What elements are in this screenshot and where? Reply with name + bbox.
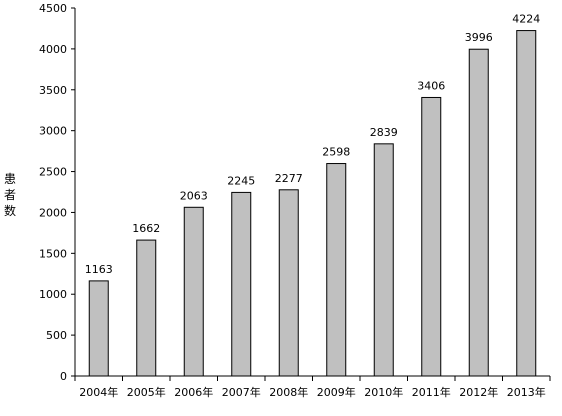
y-tick-label: 0 [60,370,67,383]
data-label: 3996 [465,31,493,44]
x-tick-label: 2007年 [222,385,261,399]
bar [231,191,252,377]
bar [468,48,489,377]
bar [136,239,157,377]
data-label: 3406 [417,79,445,92]
y-tick-label: 1000 [39,288,67,301]
bar [278,189,299,377]
data-label: 2598 [322,146,350,159]
bars [88,30,537,377]
data-label: 2063 [180,189,208,202]
bar [516,30,537,377]
bar [183,206,204,377]
x-tick-label: 2006年 [174,385,213,399]
y-tick-label: 4500 [39,2,67,15]
x-tick-label: 2008年 [269,385,308,399]
x-tick-label: 2004年 [79,385,118,399]
y-tick-label: 3000 [39,125,67,138]
bar [88,280,109,377]
y-tick-label: 500 [46,329,67,342]
data-label: 4224 [512,13,540,26]
data-label: 2839 [370,126,398,139]
data-label: 1163 [85,263,113,276]
data-labels: 1163 1662 2063 2245 2277 2598 2839 3406 3996 4224 [85,13,541,276]
data-label: 2277 [275,172,303,185]
y-tick-label: 3500 [39,84,67,97]
bar [373,143,394,377]
x-tick-label: 2009年 [317,385,356,399]
x-tick-label: 2013年 [507,385,546,399]
y-axis-label: 患者数 [4,172,16,218]
y-tick-label: 1500 [39,247,67,260]
bar [421,96,442,377]
x-tick-label: 2011年 [412,385,451,399]
x-tick-label: 2012年 [459,385,498,399]
y-axis-label-group: 患者数 [4,172,16,218]
x-tick-label: 2005年 [127,385,166,399]
x-tick-label: 2010年 [364,385,403,399]
y-tick-label: 2500 [39,166,67,179]
y-tick-label: 4000 [39,43,67,56]
tick-labels: 0 500 1000 1500 2000 2500 3000 3500 4000 4500 2004… [39,2,546,399]
bar [326,163,347,377]
data-label: 1662 [132,222,160,235]
data-label: 2245 [227,174,255,187]
y-tick-label: 2000 [39,206,67,219]
